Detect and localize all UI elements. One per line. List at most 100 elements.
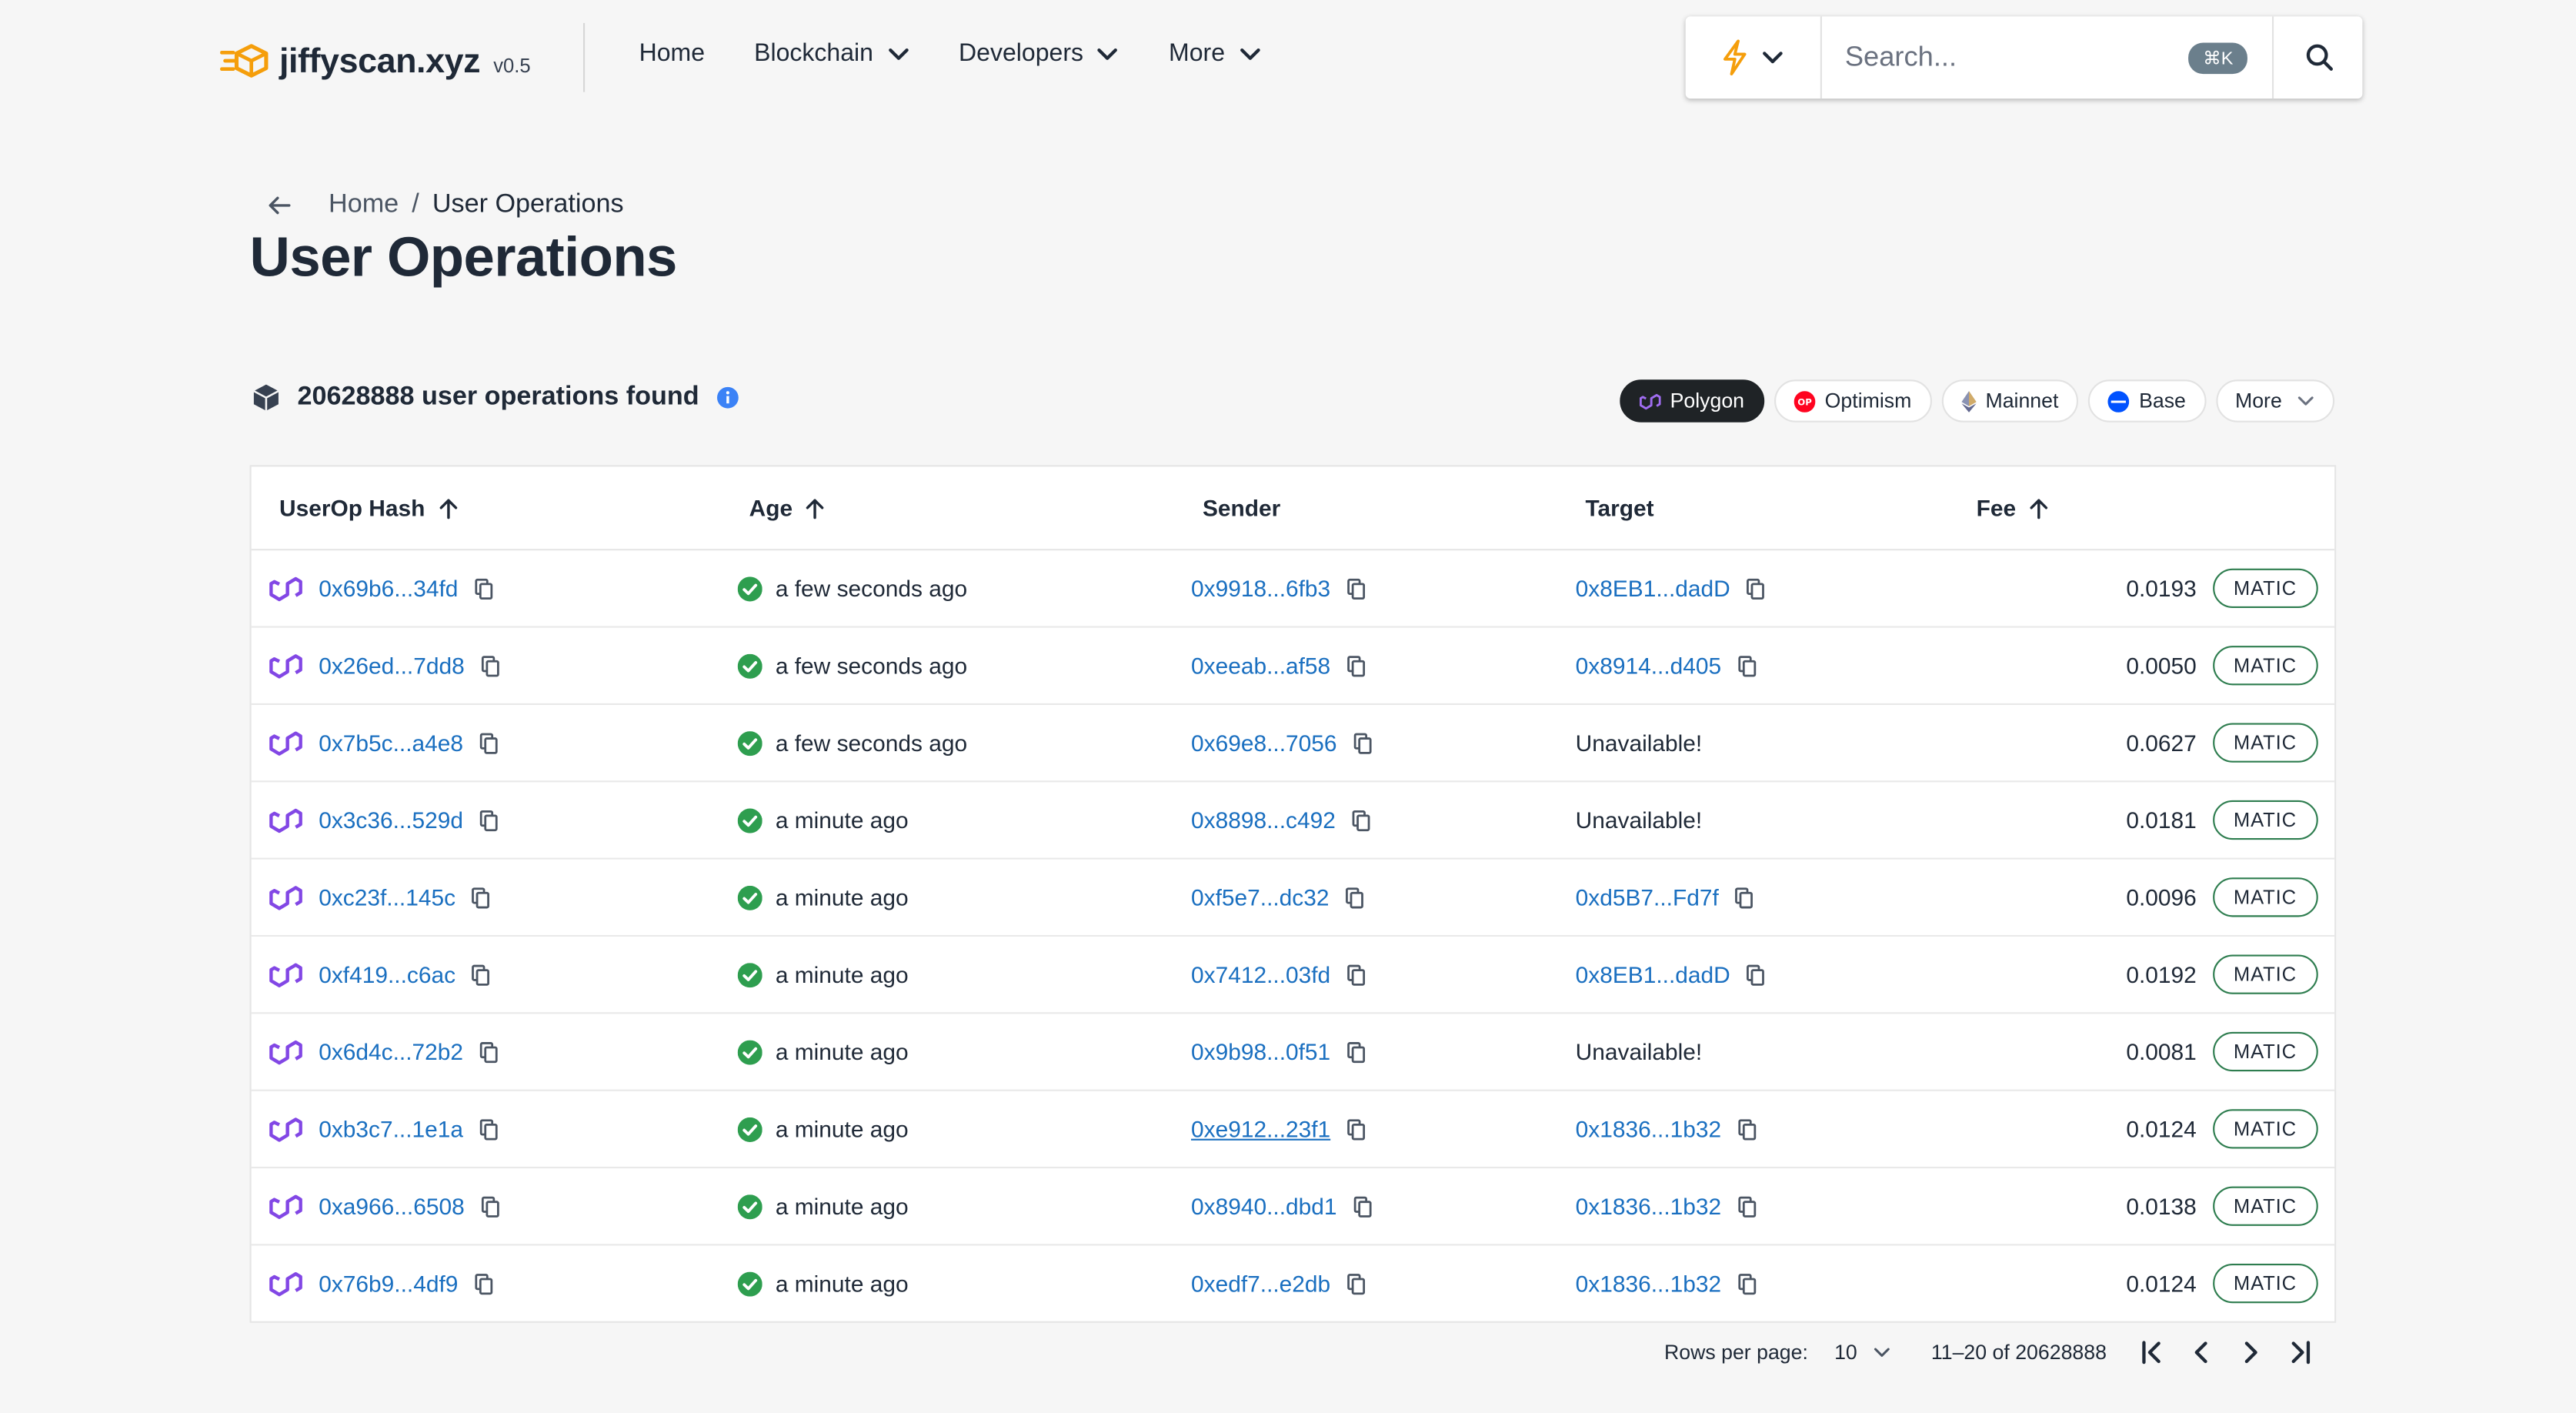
target-unavailable-text: Unavailable! bbox=[1575, 730, 1703, 757]
copy-icon[interactable] bbox=[475, 577, 492, 600]
target-address-link[interactable]: 0x1836...1b32 bbox=[1575, 1270, 1722, 1297]
logo[interactable]: jiffyscan.xyz v0.5 bbox=[220, 36, 531, 82]
fee-unit-badge: MATIC bbox=[2212, 723, 2318, 763]
nav-home[interactable]: Home bbox=[639, 39, 705, 67]
page-title: User Operations bbox=[249, 226, 678, 289]
check-circle-icon bbox=[737, 1039, 762, 1064]
hash-cell: 0xb3c7...1e1a bbox=[269, 1091, 498, 1167]
copy-icon[interactable] bbox=[1346, 655, 1365, 676]
copy-icon[interactable] bbox=[1346, 887, 1364, 908]
copy-icon[interactable] bbox=[1353, 1195, 1372, 1217]
polygon-icon bbox=[269, 1039, 302, 1064]
copy-icon[interactable] bbox=[1346, 577, 1365, 600]
userop-hash-link[interactable]: 0x69b6...34fd bbox=[319, 575, 459, 602]
copy-icon[interactable] bbox=[1737, 655, 1756, 676]
info-icon[interactable] bbox=[716, 386, 739, 409]
copy-icon[interactable] bbox=[1737, 1195, 1756, 1217]
userop-hash-link[interactable]: 0xc23f...145c bbox=[319, 884, 456, 910]
breadcrumb-home[interactable]: Home bbox=[329, 190, 399, 219]
copy-icon[interactable] bbox=[1353, 732, 1372, 753]
column-header-fee[interactable]: Fee bbox=[1977, 495, 2049, 521]
userop-hash-link[interactable]: 0x3c36...529d bbox=[319, 807, 464, 833]
previous-page-icon[interactable] bbox=[2189, 1339, 2215, 1365]
fee-cell: 0.0081 bbox=[2126, 1014, 2196, 1089]
last-page-icon[interactable] bbox=[2287, 1339, 2314, 1365]
sender-address-link[interactable]: 0x9918...6fb3 bbox=[1191, 575, 1331, 602]
target-address-link[interactable]: 0xd5B7...Fd7f bbox=[1575, 884, 1719, 910]
target-address-link[interactable]: 0x8EB1...dadD bbox=[1575, 575, 1730, 602]
target-cell: 0x1836...1b32 bbox=[1576, 1245, 1756, 1321]
column-header-hash[interactable]: UserOp Hash bbox=[279, 495, 458, 521]
sender-address-link[interactable]: 0x8898...c492 bbox=[1191, 807, 1336, 833]
target-address-link[interactable]: 0x1836...1b32 bbox=[1575, 1115, 1722, 1142]
table-row: 0xb3c7...1e1a a minute ago 0xe912...23f1 0x… bbox=[251, 1091, 2335, 1169]
network-chip-polygon[interactable]: Polygon bbox=[1619, 379, 1764, 423]
copy-icon[interactable] bbox=[479, 1118, 498, 1140]
copy-icon[interactable] bbox=[1346, 964, 1365, 985]
userop-hash-link[interactable]: 0xf419...c6ac bbox=[319, 961, 456, 988]
copy-icon[interactable] bbox=[1747, 964, 1765, 985]
copy-icon[interactable] bbox=[1346, 1273, 1365, 1294]
sender-address-link[interactable]: 0xf5e7...dc32 bbox=[1191, 884, 1330, 910]
fee-unit-badge: MATIC bbox=[2212, 800, 2318, 840]
userop-hash-link[interactable]: 0xa966...6508 bbox=[319, 1193, 465, 1220]
sender-address-link[interactable]: 0xeeab...af58 bbox=[1191, 652, 1331, 679]
copy-icon[interactable] bbox=[479, 809, 498, 831]
sender-address-link[interactable]: 0x7412...03fd bbox=[1191, 961, 1331, 988]
sender-address-link[interactable]: 0x9b98...0f51 bbox=[1191, 1038, 1331, 1065]
userop-hash-link[interactable]: 0x26ed...7dd8 bbox=[319, 652, 465, 679]
sender-address-link[interactable]: 0xedf7...e2db bbox=[1191, 1270, 1331, 1297]
age-cell: a few seconds ago bbox=[737, 550, 967, 626]
target-address-link[interactable]: 0x8EB1...dadD bbox=[1575, 961, 1730, 988]
copy-icon[interactable] bbox=[479, 732, 498, 753]
sort-arrow-up-icon[interactable] bbox=[2029, 497, 2049, 519]
fee-value: 0.0193 bbox=[2126, 575, 2197, 602]
first-page-icon[interactable] bbox=[2140, 1339, 2166, 1365]
copy-icon[interactable] bbox=[472, 964, 490, 985]
copy-icon[interactable] bbox=[1737, 1273, 1756, 1294]
copy-icon[interactable] bbox=[475, 1273, 492, 1294]
network-chip-optimism[interactable]: OP Optimism bbox=[1774, 379, 1931, 423]
target-address-link[interactable]: 0x1836...1b32 bbox=[1575, 1193, 1722, 1220]
copy-icon[interactable] bbox=[1737, 1118, 1756, 1140]
fee-cell: 0.0193 bbox=[2126, 550, 2196, 626]
fee-unit-cell: MATIC bbox=[2212, 1168, 2318, 1244]
rows-per-page-select[interactable]: 10 bbox=[1834, 1341, 1857, 1365]
search-input[interactable] bbox=[1841, 39, 2177, 76]
copy-icon[interactable] bbox=[479, 1041, 498, 1063]
copy-icon[interactable] bbox=[1735, 887, 1753, 908]
target-address-link[interactable]: 0x8914...d405 bbox=[1575, 652, 1722, 679]
copy-icon[interactable] bbox=[472, 887, 490, 908]
column-header-sender: Sender bbox=[1203, 495, 1280, 521]
userop-hash-link[interactable]: 0x6d4c...72b2 bbox=[319, 1038, 464, 1065]
sort-arrow-up-icon[interactable] bbox=[438, 497, 458, 519]
network-chip-mainnet[interactable]: Mainnet bbox=[1940, 379, 2079, 423]
copy-icon[interactable] bbox=[1346, 1041, 1365, 1063]
copy-icon[interactable] bbox=[1352, 809, 1370, 831]
network-chip-more[interactable]: More bbox=[2215, 379, 2335, 423]
copy-icon[interactable] bbox=[481, 1195, 499, 1217]
column-header-target: Target bbox=[1585, 495, 1653, 521]
nav-more[interactable]: More bbox=[1169, 39, 1261, 68]
search-button[interactable] bbox=[2271, 16, 2364, 99]
search-chain-selector[interactable] bbox=[1686, 16, 1822, 99]
network-chip-base[interactable]: Base bbox=[2087, 379, 2206, 423]
sender-cell: 0x69e8...7056 bbox=[1191, 705, 1372, 780]
userop-hash-link[interactable]: 0xb3c7...1e1a bbox=[319, 1115, 464, 1142]
sender-address-link[interactable]: 0x69e8...7056 bbox=[1191, 730, 1337, 757]
next-page-icon[interactable] bbox=[2238, 1339, 2264, 1365]
column-header-age[interactable]: Age bbox=[749, 495, 826, 521]
chevron-down-icon[interactable] bbox=[1874, 1346, 1891, 1359]
sender-address-link[interactable]: 0xe912...23f1 bbox=[1191, 1115, 1331, 1142]
back-arrow-icon[interactable] bbox=[266, 194, 292, 217]
copy-icon[interactable] bbox=[1346, 1118, 1365, 1140]
sender-address-link[interactable]: 0x8940...dbd1 bbox=[1191, 1193, 1337, 1220]
nav-blockchain[interactable]: Blockchain bbox=[754, 39, 909, 68]
userop-hash-link[interactable]: 0x76b9...4df9 bbox=[319, 1270, 459, 1297]
copy-icon[interactable] bbox=[1747, 577, 1765, 600]
nav-developers[interactable]: Developers bbox=[959, 39, 1119, 68]
sort-arrow-up-icon[interactable] bbox=[806, 497, 826, 519]
userop-hash-link[interactable]: 0x7b5c...a4e8 bbox=[319, 730, 464, 757]
copy-icon[interactable] bbox=[481, 655, 499, 676]
table-row: 0xa966...6508 a minute ago 0x8940...dbd1 0x… bbox=[251, 1168, 2335, 1246]
